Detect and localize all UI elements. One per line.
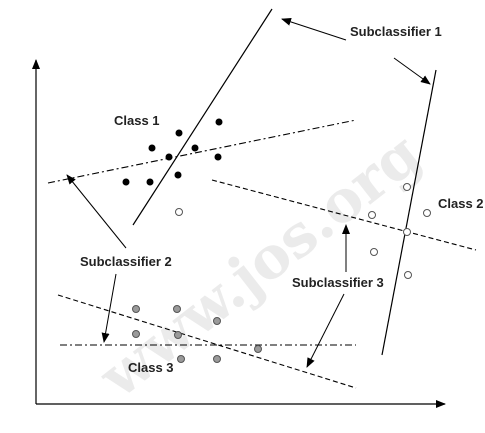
class-3-point (132, 305, 140, 313)
class-1-point (146, 178, 154, 186)
subclassifier-3-arrow-down (306, 293, 345, 368)
class-2-point (404, 271, 412, 279)
class-3-point (173, 305, 181, 313)
subclassifier-1-label: Subclassifier 1 (350, 24, 442, 39)
class-1-point (164, 190, 171, 197)
class-2-point (403, 228, 411, 236)
class-2-points (175, 183, 431, 279)
class-1-point (165, 153, 173, 161)
class-3-point (254, 345, 262, 353)
class-2-point (368, 211, 376, 219)
class-1-point (215, 118, 223, 126)
class-1-point (191, 144, 199, 152)
class-1-label: Class 1 (114, 113, 160, 128)
class-3-point (213, 317, 221, 325)
subclassifier-3-label: Subclassifier 3 (292, 275, 384, 290)
class-2-point (370, 248, 378, 256)
class-3-points (132, 305, 262, 363)
class-1-point (174, 171, 182, 179)
class-3-label: Class 3 (128, 360, 174, 375)
class-2-point (423, 209, 431, 217)
subclassifier-3-line-right (211, 179, 477, 251)
class-2-point (175, 208, 183, 216)
class-3-point (213, 355, 221, 363)
class-3-point (174, 331, 182, 339)
subclassifier-2-arrow-down (101, 273, 117, 343)
class-1-point (122, 178, 130, 186)
class-1-points (122, 118, 223, 197)
subclassifier-2-line-top (47, 119, 357, 184)
class-2-point (403, 183, 411, 191)
subclassifier-2-label: Subclassifier 2 (80, 254, 172, 269)
class-3-point (132, 330, 140, 338)
subclassifier-3-line-bottom (57, 294, 357, 389)
class-1-point (175, 129, 183, 137)
class-3-point (177, 355, 185, 363)
subclassifier-1-line-right (381, 69, 437, 356)
subclassifier-1-line-left (132, 8, 273, 226)
class-2-label: Class 2 (438, 196, 484, 211)
subclassifier-2-arrow-up (66, 174, 127, 249)
subclassifier-1-arrow-left (281, 18, 347, 41)
class-1-point (214, 153, 222, 161)
subclassifier-1-arrow-right (393, 57, 431, 85)
class-1-point (148, 144, 156, 152)
